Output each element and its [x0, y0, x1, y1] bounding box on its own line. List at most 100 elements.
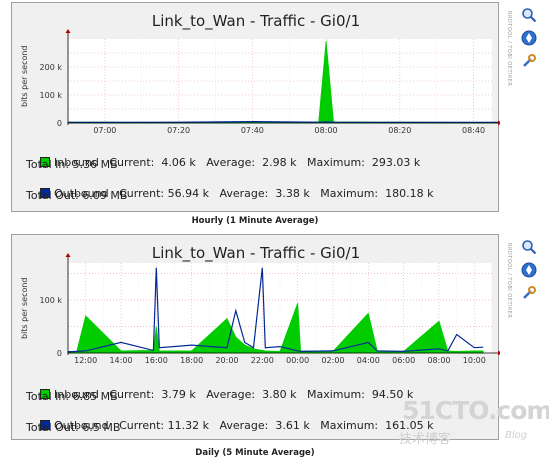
x-tick-label: 07:40 — [241, 126, 264, 135]
inbound-legend: Inbound Current: 4.06 k Average: 2.98 k … — [26, 143, 420, 182]
y-tick-label: 200 k — [40, 63, 63, 72]
total-out-label: Total Out: — [26, 421, 79, 434]
x-tick-label: 22:00 — [251, 356, 274, 365]
hourly-graph-panel: Link_to_Wan - Traffic - Gi0/1 07:00 07:20… — [11, 2, 512, 213]
outbound-average: 3.61 k — [275, 419, 310, 432]
current-label: Current: — [119, 419, 165, 432]
average-label: Average: — [219, 187, 269, 200]
y-tick-label: 0 — [57, 119, 62, 128]
hourly-traffic-plot[interactable]: 07:0007:2007:4008:0008:2008:4009:0009:20… — [12, 3, 500, 143]
watermark-site: 51CTO.com — [402, 396, 549, 425]
x-axis-arrow — [498, 120, 500, 126]
total-in-value: 6.85 MB — [72, 390, 118, 403]
x-tick-label: 02:00 — [321, 356, 344, 365]
x-tick-label: 08:00 — [315, 126, 338, 135]
average-label: Average: — [206, 156, 256, 169]
total-out-label: Total Out: — [26, 189, 79, 202]
total-in: Total In: 6.85 MB — [26, 390, 118, 403]
hourly-caption: Hourly (1 Minute Average) — [191, 216, 319, 226]
navigate-icon[interactable] — [521, 262, 537, 278]
x-tick-label: 10:00 — [463, 356, 486, 365]
x-tick-label: 04:00 — [357, 356, 380, 365]
x-tick-label: 08:20 — [388, 126, 411, 135]
x-tick-label: 16:00 — [145, 356, 168, 365]
maximum-label: Maximum: — [307, 388, 365, 401]
y-tick-label: 100 k — [40, 296, 63, 305]
inbound-swatch — [40, 157, 50, 167]
navigate-icon[interactable] — [521, 30, 537, 46]
total-in: Total In: 5.36 MB — [26, 158, 118, 171]
total-in-value: 5.36 MB — [72, 158, 118, 171]
daily-graph-tools — [521, 239, 539, 308]
x-axis-arrow — [498, 350, 500, 356]
maximum-label: Maximum: — [320, 419, 379, 432]
daily-graph-panel: Link_to_Wan - Traffic - Gi0/1 12:00 14:00… — [11, 234, 512, 440]
y-tick-label: 100 k — [40, 91, 63, 100]
inbound-label: Inbound — [54, 388, 99, 401]
inbound-average: 2.98 k — [262, 156, 297, 169]
rrdtool-credit: RRDTOOL / TOBI OETIKER — [506, 243, 512, 319]
outbound-current: 11.32 k — [167, 419, 209, 432]
x-tick-label: 00:00 — [286, 356, 309, 365]
rrdtool-credit: RRDTOOL / TOBI OETIKER — [506, 11, 512, 87]
inbound-label: Inbound — [54, 156, 99, 169]
outbound-maximum: 161.05 k — [385, 419, 434, 432]
x-tick-label: 06:00 — [392, 356, 415, 365]
x-tick-label: 07:00 — [93, 126, 116, 135]
x-tick-label: 12:00 — [74, 356, 97, 365]
watermark-tagline: 技术博客 — [399, 432, 452, 447]
zoom-icon[interactable] — [521, 239, 537, 255]
outbound-maximum: 180.18 k — [385, 187, 434, 200]
total-in-label: Total In: — [26, 158, 70, 171]
outbound-label: Outbound — [54, 419, 109, 432]
inbound-current: 3.79 k — [161, 388, 196, 401]
outbound-legend: Outbound Current: 56.94 k Average: 3.38 … — [26, 174, 434, 213]
maximum-label: Maximum: — [320, 187, 379, 200]
y-tick-label: 0 — [57, 349, 62, 358]
x-tick-label: 18:00 — [180, 356, 203, 365]
total-out-value: 6.09 MB — [82, 189, 128, 202]
y-axis-label: bits per second — [20, 277, 29, 339]
daily-caption: Daily (5 Minute Average) — [195, 448, 315, 458]
total-out: Total Out: 6.5 MB — [26, 421, 120, 434]
average-label: Average: — [206, 388, 256, 401]
x-tick-label: 07:20 — [167, 126, 190, 135]
outbound-current: 56.94 k — [167, 187, 209, 200]
plot-area — [68, 39, 492, 123]
outbound-swatch — [40, 420, 50, 430]
hourly-graph-tools — [521, 7, 539, 76]
current-label: Current: — [119, 187, 165, 200]
total-out: Total Out: 6.09 MB — [26, 189, 127, 202]
x-tick-label: 20:00 — [215, 356, 238, 365]
x-tick-label: 08:40 — [462, 126, 485, 135]
graph-title: Link_to_Wan - Traffic - Gi0/1 — [151, 12, 361, 30]
current-label: Current: — [109, 156, 155, 169]
properties-icon[interactable] — [521, 285, 537, 301]
inbound-swatch — [40, 389, 50, 399]
watermark-blog: Blog — [505, 430, 528, 441]
total-in-label: Total In: — [26, 390, 70, 403]
y-axis-label: bits per second — [20, 45, 29, 107]
current-label: Current: — [109, 388, 155, 401]
graph-title: Link_to_Wan - Traffic - Gi0/1 — [151, 244, 361, 262]
outbound-legend: Outbound Current: 11.32 k Average: 3.61 … — [26, 406, 434, 445]
inbound-current: 4.06 k — [161, 156, 196, 169]
x-tick-label: 08:00 — [427, 356, 450, 365]
zoom-icon[interactable] — [521, 7, 537, 23]
outbound-label: Outbound — [54, 187, 109, 200]
outbound-line — [67, 267, 484, 353]
daily-traffic-plot[interactable]: 12:00 14:00 16:00 18:00 20:00 22:00 00:00 02:00… — [12, 235, 500, 375]
x-tick-label: 14:00 — [109, 356, 132, 365]
inbound-legend: Inbound Current: 3.79 k Average: 3.80 k … — [26, 375, 413, 414]
inbound-area — [67, 303, 484, 354]
outbound-line — [68, 120, 500, 124]
inbound-maximum: 293.03 k — [371, 156, 421, 169]
maximum-label: Maximum: — [307, 156, 365, 169]
outbound-swatch — [40, 188, 50, 198]
inbound-average: 3.80 k — [262, 388, 297, 401]
y-axis-arrow — [65, 253, 71, 257]
outbound-average: 3.38 k — [275, 187, 310, 200]
properties-icon[interactable] — [521, 53, 537, 69]
inbound-maximum: 94.50 k — [371, 388, 414, 401]
average-label: Average: — [219, 419, 269, 432]
